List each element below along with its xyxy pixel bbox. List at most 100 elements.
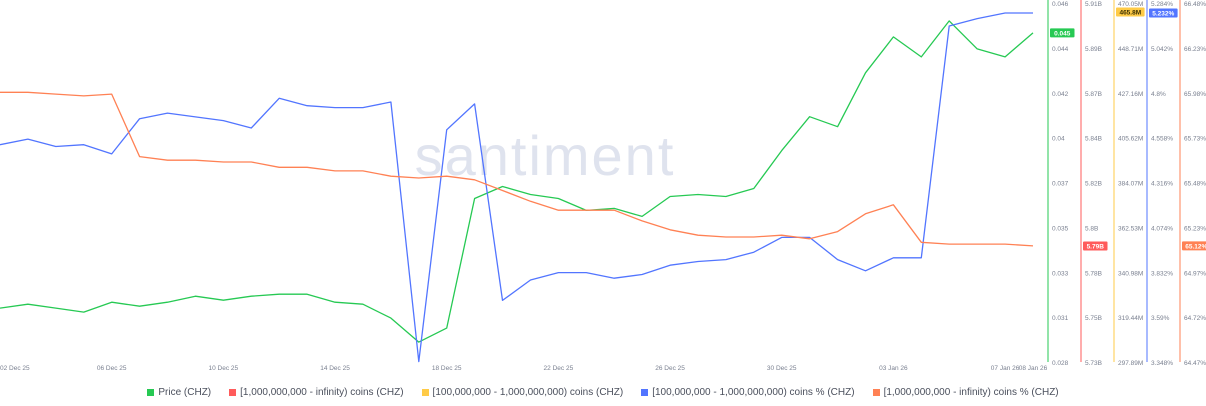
data-point [920,55,923,58]
data-point [222,160,225,163]
watermark: santiment [415,124,676,187]
y-tick-label: 0.035 [1052,225,1069,232]
value-badge-label: 0.045 [1054,30,1071,37]
data-point [668,228,671,231]
data-point [278,166,281,169]
y-tick-label: 4.316% [1151,181,1173,188]
data-point [585,271,588,274]
data-point [306,166,309,169]
y-tick-label: 0.044 [1052,46,1069,53]
data-point [696,260,699,263]
legend-item[interactable]: [100,000,000 - 1,000,000,000) coins (CHZ… [421,384,623,400]
data-point [920,256,923,259]
y-tick-label: 4.558% [1151,136,1173,143]
y-tick-label: 64.72% [1184,315,1206,322]
data-point [1003,11,1006,14]
legend-swatch [641,388,649,396]
data-point [948,24,951,27]
data-point [613,209,616,212]
data-point [976,47,979,50]
y-tick-label: 362.53M [1118,225,1143,232]
x-tick-label: 08 Jan 26 [1019,365,1048,372]
data-point [0,307,2,310]
data-point [641,215,644,218]
value-badge-label: 65.12% [1185,243,1206,250]
data-point [836,258,839,261]
data-point [445,128,448,131]
data-point [26,303,29,306]
y-tick-label: 340.98M [1118,270,1143,277]
x-tick-label: 06 Dec 25 [97,365,127,372]
data-point [333,169,336,172]
data-point [724,258,727,261]
data-point [417,360,420,363]
y-tick-label: 319.44M [1118,315,1143,322]
data-point [780,234,783,237]
data-point [892,256,895,259]
data-point [1031,244,1034,247]
value-badge-label: 5.232% [1152,11,1174,18]
series-line-3 [0,12,1033,363]
data-point [473,102,476,105]
y-tick-label: 3.59% [1151,315,1170,322]
data-point [780,149,783,152]
data-point [641,273,644,276]
data-point [82,143,85,146]
data-point [194,115,197,118]
data-point [752,251,755,254]
y-tick-label: 0.037 [1052,181,1069,188]
data-point [501,185,504,188]
x-axis: 02 Dec 25 06 Dec 25 10 Dec 25 14 Dec 25 18 D… [0,365,1048,372]
data-point [864,71,867,74]
y-tick-label: 5.284% [1151,1,1173,8]
plot-area[interactable] [0,11,1035,363]
data-point [948,19,951,22]
data-point [54,145,57,148]
data-point [724,235,727,238]
data-point [529,278,532,281]
data-point [166,159,169,162]
data-point [0,91,2,94]
data-point [836,230,839,233]
series-line-4 [0,91,1034,247]
data-point [110,92,113,95]
y-tick-label: 5.8B [1085,225,1098,232]
data-point [26,91,29,94]
data-point [976,243,979,246]
data-point [110,152,113,155]
data-point [724,195,727,198]
y-tick-label: 5.75B [1085,315,1102,322]
x-tick-label: 14 Dec 25 [320,365,350,372]
data-point [138,155,141,158]
legend-item[interactable]: [100,000,000 - 1,000,000,000) coins % (C… [641,384,855,400]
y-tick-label: 3.832% [1151,270,1173,277]
y-tick-label: 5.82B [1085,181,1102,188]
data-point [445,326,448,329]
y-tick-label: 427.16M [1118,91,1143,98]
data-point [110,301,113,304]
data-point [250,160,253,163]
data-point [864,212,867,215]
value-badge-bg [1116,7,1145,17]
x-tick-label: 18 Dec 25 [432,365,462,372]
data-point [250,295,253,298]
data-point [501,189,504,192]
data-point [752,235,755,238]
data-point [306,293,309,296]
data-point [892,203,895,206]
legend-item[interactable]: Price (CHZ) [147,384,211,400]
data-point [808,115,811,118]
data-point [696,234,699,237]
legend-item[interactable]: [1,000,000,000 - infinity) coins % (CHZ) [872,384,1059,400]
y-tick-label: 65.23% [1184,225,1206,232]
data-point [222,119,225,122]
data-point [557,209,560,212]
y-tick-label: 4.074% [1151,225,1173,232]
data-point [668,264,671,267]
y-tick-label: 64.47% [1184,360,1206,367]
data-point [361,303,364,306]
data-point [557,271,560,274]
data-point [752,187,755,190]
legend-item[interactable]: [1,000,000,000 - infinity) coins (CHZ) [229,384,404,400]
